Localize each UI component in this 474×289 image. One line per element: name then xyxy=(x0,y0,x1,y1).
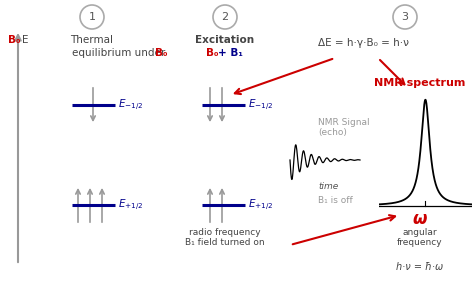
Text: B₁ is off: B₁ is off xyxy=(318,196,353,205)
FancyArrow shape xyxy=(363,147,391,173)
Text: 1: 1 xyxy=(89,12,95,22)
Text: time: time xyxy=(318,182,338,191)
Text: B₀: B₀ xyxy=(155,48,167,58)
FancyArrow shape xyxy=(148,136,193,174)
Text: $E_{-1/2}$: $E_{-1/2}$ xyxy=(248,97,273,112)
Text: + B₁: + B₁ xyxy=(218,48,243,58)
Text: B₀: B₀ xyxy=(206,48,219,58)
Text: NMR spectrum: NMR spectrum xyxy=(374,78,465,88)
Text: $E_{-1/2}$: $E_{-1/2}$ xyxy=(118,97,143,112)
Text: Thermal: Thermal xyxy=(71,35,113,45)
Text: NMR Signal
(echo): NMR Signal (echo) xyxy=(318,118,370,137)
Text: equilibrium under: equilibrium under xyxy=(72,48,165,58)
Text: ω: ω xyxy=(413,210,427,228)
Text: 3: 3 xyxy=(401,12,409,22)
Text: $E_{+1/2}$: $E_{+1/2}$ xyxy=(248,197,273,212)
Text: E: E xyxy=(22,35,28,45)
Text: B₀: B₀ xyxy=(8,35,20,45)
Text: radio frequency
B₁ field turned on: radio frequency B₁ field turned on xyxy=(185,228,265,247)
Text: angular
frequency: angular frequency xyxy=(397,228,443,247)
Text: Excitation: Excitation xyxy=(195,35,255,45)
Text: ΔE = h·γ·B₀ = h·ν: ΔE = h·γ·B₀ = h·ν xyxy=(318,38,409,48)
Text: h·ν = ħ·ω: h·ν = ħ·ω xyxy=(396,262,444,272)
Text: 2: 2 xyxy=(221,12,228,22)
Text: $E_{+1/2}$: $E_{+1/2}$ xyxy=(118,197,143,212)
